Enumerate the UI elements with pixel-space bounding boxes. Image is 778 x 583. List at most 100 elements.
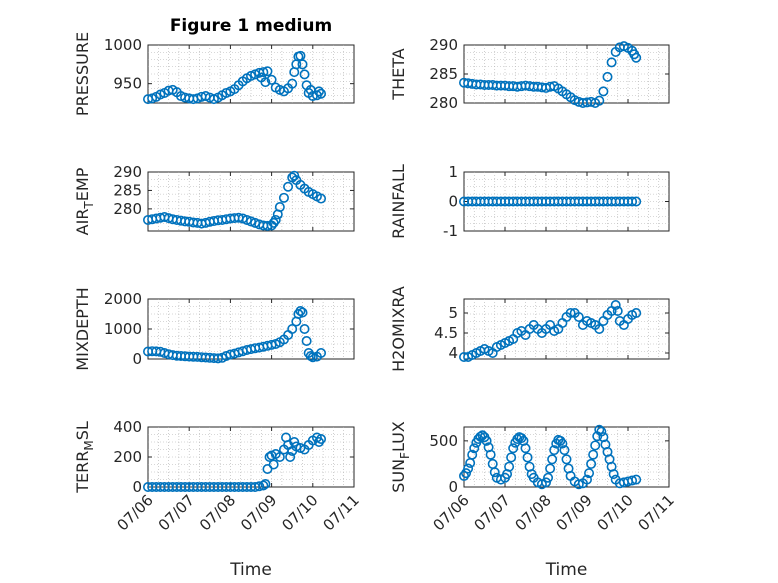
y-tick-label: 1000 [104,320,142,338]
data-point [540,477,551,488]
series-points [143,170,327,231]
subplot-rainfall: -1 0 1 RAINFALL [389,163,670,240]
data-point [316,347,327,358]
data-point [584,468,595,479]
data-point [307,352,318,363]
data-point [631,196,642,207]
data-point [561,454,572,465]
y-tick-label: 285 [113,181,142,199]
data-point [612,305,623,316]
grid [464,427,669,487]
y-axis-label: RAINFALL [389,164,408,239]
data-point [260,77,271,88]
data-point [285,451,296,462]
data-point [606,57,617,68]
data-point [520,443,531,454]
data-point [522,452,533,463]
y-axis-label: AIRTEMP [73,167,96,235]
data-point [260,478,271,489]
subplot-mixdepth: 0 1000 2000 MIXDEPTH [73,287,355,371]
y-tick-label: 290 [113,163,142,181]
series-points [458,41,642,109]
data-point [287,323,298,334]
data-point [258,67,269,78]
data-point [555,435,566,446]
y-axis-label: TERRMSL [73,421,96,494]
data-point [545,463,556,474]
data-point [283,181,294,192]
y-tick-label: 200 [113,448,142,466]
data-point [278,192,289,203]
data-point [549,445,560,456]
x-tick-label: 07/09 [237,491,280,534]
y-axis-label: PRESSURE [73,32,92,116]
data-point [297,307,308,318]
x-tick-label: 07/10 [594,491,637,534]
series-points [143,305,327,364]
y-tick-label: 1 [448,163,458,181]
y-tick-label: 500 [429,432,458,450]
y-tick-label: 0 [448,193,458,211]
data-point [594,95,605,106]
data-point [559,445,570,456]
x-tick-label: 07/08 [512,491,555,534]
data-point [586,458,597,469]
data-point [610,299,621,310]
y-tick-label: 290 [429,36,458,54]
grid [148,427,354,487]
data-point [270,214,281,225]
data-point [458,470,469,481]
data-point [557,438,568,449]
data-point [512,433,523,444]
y-tick-label: 280 [429,94,458,112]
data-point [287,78,298,89]
data-point [258,480,269,491]
data-point [602,71,613,82]
x-tick-label: 07/06 [430,491,473,534]
data-point [594,323,605,334]
data-point [301,335,312,346]
data-point [299,69,310,80]
data-point [262,220,273,231]
data-point [467,449,478,460]
x-tick-label: 07/08 [196,491,239,534]
y-tick-label: 1000 [104,36,142,54]
y-tick-label: 2000 [104,290,142,308]
data-point [631,474,642,485]
y-tick-label: 4.5 [434,324,458,342]
data-point [590,440,601,451]
data-point [506,452,517,463]
data-point [274,202,285,213]
y-tick-label: 0 [132,478,142,496]
x-tick-label: 07/11 [635,491,678,534]
x-tick-label: 07/11 [320,491,363,534]
data-point [461,468,472,479]
data-point [581,474,592,485]
data-point [297,59,308,70]
series-points [458,299,642,362]
x-axis-label: Time [545,560,588,580]
y-axis-label: SUNFLUX [389,421,412,493]
data-point [565,307,576,318]
data-point [631,52,642,63]
y-tick-label: 4 [448,344,458,362]
data-point [573,311,584,322]
x-tick-label: 07/07 [471,491,514,534]
data-point [596,426,607,437]
subplot-pressure: 950 1000 PRESSURE Figure 1 medium [73,16,355,116]
data-point [543,472,554,483]
y-tick-label: 0 [448,478,458,496]
data-point [316,193,327,204]
subplot-theta: 280 285 290 THETA [389,36,670,112]
subplot-h2omixra: 4 4.5 5 H2OMIXRA [389,286,670,372]
series-points [143,432,327,492]
data-point [547,454,558,465]
data-point [254,481,265,492]
x-tick-label: 07/07 [155,491,198,534]
y-tick-label: 285 [429,65,458,83]
data-point [316,433,327,444]
